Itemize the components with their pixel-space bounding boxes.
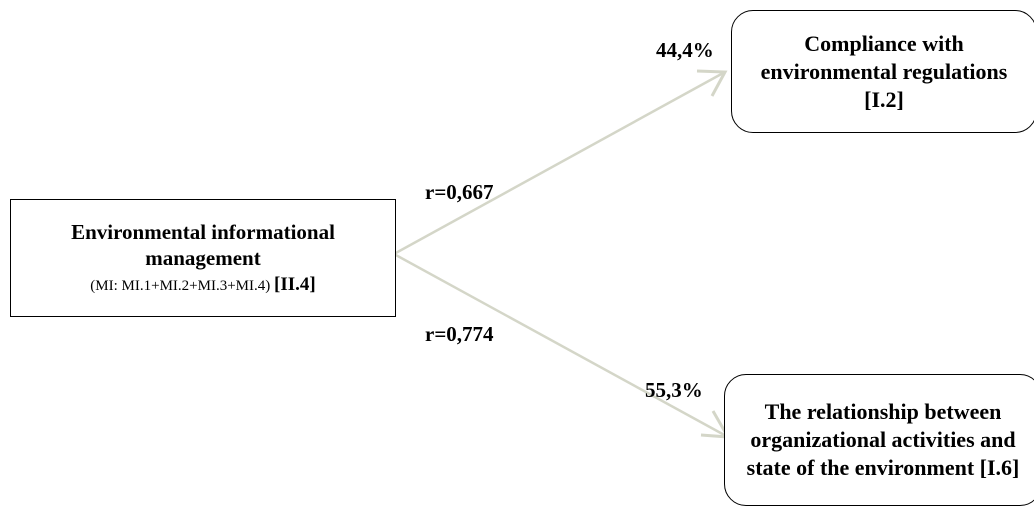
node-title-with-ref: The relationship between organizational …	[731, 398, 1034, 482]
node-environmental-informational-management: Environmental informational management (…	[10, 199, 396, 317]
edge-correlation-label: r=0,667	[425, 180, 494, 204]
edge-percentage-label: 55,3%	[645, 378, 703, 402]
arrow-to-compliance	[393, 70, 726, 256]
node-ref: [II.4]	[274, 273, 316, 295]
node-compliance-regulations: Compliance with environmental regulation…	[731, 10, 1034, 133]
node-title: The relationship between organizational …	[746, 399, 1016, 480]
node-ref: [I.6]	[979, 455, 1020, 480]
arrowhead-compliance	[696, 69, 728, 97]
node-title: Environmental informational management	[71, 219, 335, 270]
node-formula-line: (MI: MI.1+MI.2+MI.3+MI.4) [II.4]	[90, 273, 315, 298]
node-ref: [I.2]	[864, 86, 904, 112]
edge-percentage-label: 44,4%	[656, 38, 714, 62]
node-organizational-relationship: The relationship between organizational …	[724, 374, 1034, 506]
node-formula: (MI: MI.1+MI.2+MI.3+MI.4)	[90, 277, 271, 294]
arrow-to-relationship	[393, 252, 729, 439]
edge-correlation-label: r=0,774	[425, 322, 494, 346]
node-title: Compliance with environmental regulation…	[760, 30, 1008, 84]
